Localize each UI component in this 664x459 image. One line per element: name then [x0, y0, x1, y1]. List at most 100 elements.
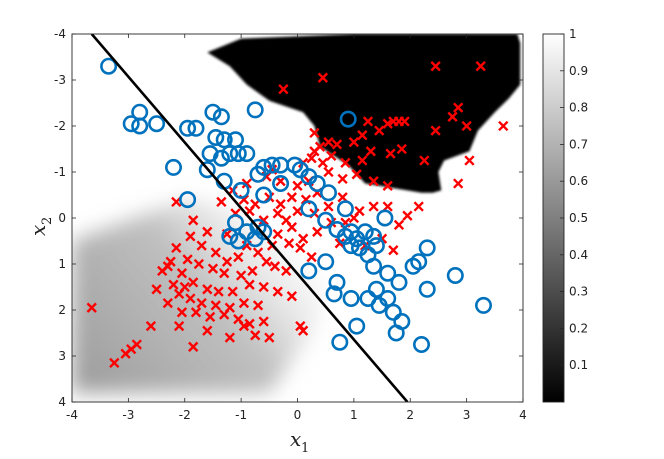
- circle-point: [165, 158, 183, 176]
- cross-point: [340, 157, 351, 168]
- cross-point: [272, 286, 283, 297]
- colorbar-tick-label: 0.6: [569, 174, 588, 188]
- circle-point: [328, 273, 346, 291]
- black-region: [207, 34, 521, 193]
- circle-point: [474, 296, 492, 314]
- circle-point: [179, 191, 197, 209]
- circle-point: [410, 253, 428, 271]
- cross-point: [173, 288, 185, 300]
- circle-point: [317, 211, 335, 229]
- cross-point: [453, 178, 464, 189]
- cross-point: [286, 192, 298, 203]
- x-axis-label: x 1: [290, 427, 309, 456]
- circle-point: [331, 333, 349, 351]
- cross-point: [286, 222, 298, 233]
- cross-point: [219, 268, 230, 279]
- cross-point: [292, 180, 303, 191]
- circle-point: [246, 101, 264, 119]
- x-tick-label: -2: [179, 408, 191, 422]
- circle-point: [122, 115, 140, 133]
- cross-point: [244, 279, 255, 290]
- cross-point: [323, 201, 334, 212]
- circle-point: [198, 161, 216, 179]
- x-tick-label: 1: [350, 408, 358, 422]
- cross-point: [252, 247, 264, 258]
- circle-point: [367, 280, 385, 298]
- cross-point: [464, 155, 475, 166]
- circle-point: [339, 110, 357, 128]
- cross-point: [196, 240, 207, 251]
- circle-point: [387, 324, 405, 342]
- circle-point: [376, 209, 394, 227]
- cross-point: [238, 320, 250, 332]
- cross-point: [286, 291, 298, 302]
- y-axis-label-subscript: 2: [40, 217, 55, 225]
- cross-point: [272, 228, 283, 240]
- y-axis-label: x 2: [26, 217, 55, 236]
- cross-point: [297, 233, 309, 244]
- cross-point: [188, 277, 199, 288]
- cross-point: [382, 118, 393, 129]
- circle-point: [348, 317, 366, 335]
- circle-point: [350, 239, 368, 257]
- x-tick-label: 4: [519, 408, 527, 422]
- circle-point: [229, 232, 247, 250]
- cross-point: [365, 146, 376, 157]
- colorbar-tick-label: 1: [569, 27, 577, 41]
- cross-point: [145, 320, 157, 332]
- cross-point: [498, 120, 509, 132]
- cross-point: [188, 215, 199, 226]
- cross-point: [162, 297, 173, 309]
- cross-point: [419, 155, 430, 166]
- circle-point: [187, 119, 205, 137]
- circle-point: [300, 262, 318, 280]
- x-tick-label: -1: [235, 408, 247, 422]
- cross-point: [210, 247, 221, 258]
- circle-point: [356, 223, 374, 241]
- cross-point: [306, 251, 317, 263]
- cross-point: [337, 192, 348, 203]
- cross-point: [475, 61, 486, 72]
- cross-point: [393, 219, 405, 231]
- cross-point: [275, 176, 286, 187]
- circle-point: [446, 266, 464, 284]
- circle-point: [367, 237, 385, 255]
- cross-point: [202, 226, 213, 237]
- cross-point: [317, 72, 329, 83]
- x-tick-label: -4: [66, 408, 78, 422]
- cross-point: [362, 116, 374, 127]
- circle-point: [232, 181, 250, 199]
- circle-point: [319, 184, 337, 202]
- circle-point: [227, 214, 245, 232]
- y-tick-label: 0: [58, 211, 66, 225]
- circle-point: [204, 103, 222, 121]
- cross-point: [247, 265, 258, 277]
- cross-point: [258, 215, 269, 226]
- circle-point: [342, 289, 360, 307]
- cross-point: [202, 284, 213, 295]
- cross-point: [357, 130, 368, 141]
- cross-point: [120, 348, 131, 359]
- cross-point: [221, 256, 233, 267]
- circle-point: [336, 200, 354, 218]
- circle-point: [370, 296, 388, 314]
- cross-point: [258, 281, 269, 293]
- cross-point: [309, 146, 320, 157]
- circle-point: [238, 145, 256, 163]
- cross-point: [430, 61, 441, 72]
- cross-point: [312, 226, 323, 237]
- y-tick-label: -1: [54, 165, 66, 179]
- circle-point: [308, 175, 326, 193]
- circle-point: [263, 156, 281, 174]
- cross-point: [250, 330, 261, 341]
- cross-point: [252, 300, 264, 311]
- cross-point: [188, 341, 199, 352]
- x-tick-label: 2: [406, 408, 414, 422]
- cross-point: [213, 286, 224, 297]
- cross-point: [173, 320, 185, 332]
- y-tick-label: 1: [58, 257, 66, 271]
- circle-point: [221, 145, 239, 163]
- cross-point: [295, 242, 306, 254]
- colorbar-tick-label: 0.4: [569, 248, 588, 262]
- cross-point: [388, 245, 399, 256]
